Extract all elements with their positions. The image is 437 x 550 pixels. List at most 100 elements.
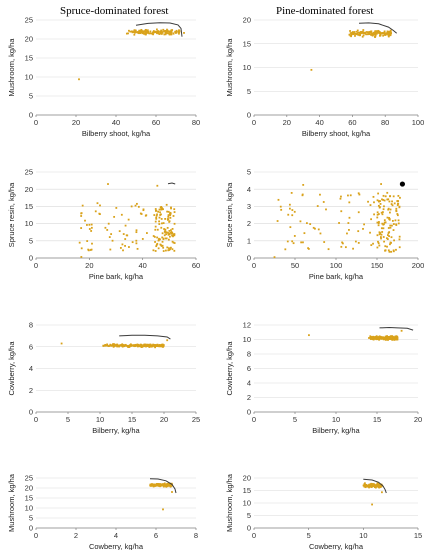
data-point	[376, 213, 379, 216]
data-point	[128, 29, 130, 32]
data-point	[80, 212, 83, 214]
data-point	[373, 483, 376, 486]
data-point	[114, 344, 117, 346]
data-point	[383, 205, 385, 208]
data-point	[339, 197, 342, 200]
data-point	[134, 31, 136, 34]
data-point	[368, 337, 370, 339]
data-point	[134, 29, 137, 32]
data-point	[167, 216, 170, 218]
x-tick-label: 20	[283, 118, 291, 127]
data-point	[169, 483, 172, 486]
data-point	[156, 32, 158, 35]
data-point	[171, 227, 174, 230]
data-point	[386, 216, 389, 219]
y-tick-label: 0	[29, 408, 33, 417]
data-point	[178, 30, 181, 33]
data-point	[387, 339, 389, 341]
data-point	[157, 247, 160, 250]
data-point	[140, 31, 143, 34]
data-point	[387, 234, 389, 236]
data-point	[167, 238, 170, 241]
data-point	[381, 198, 383, 201]
data-point	[341, 241, 344, 244]
chart-spruce-mushroom-bilberry: 0 5 10 15 20 25 0 20 40 60 80 Bilberry shoot, kg/ha…	[7, 16, 200, 138]
data-point	[166, 484, 169, 487]
data-point	[397, 202, 400, 205]
data-point	[370, 244, 373, 247]
data-point	[396, 213, 399, 215]
data-point	[372, 242, 374, 245]
data-point	[400, 329, 403, 332]
frontier-curve	[358, 22, 398, 34]
data-point	[164, 218, 167, 220]
data-point	[104, 344, 107, 347]
data-point	[153, 484, 156, 487]
data-point	[367, 31, 369, 34]
data-point	[284, 248, 287, 251]
data-point	[378, 484, 381, 487]
y-tick-label: 0	[247, 254, 251, 263]
data-point	[149, 30, 152, 33]
data-point	[124, 344, 127, 347]
data-point	[160, 29, 163, 32]
data-point	[382, 199, 385, 201]
data-point	[393, 339, 396, 341]
data-point	[376, 199, 379, 202]
data-point	[169, 212, 172, 215]
data-point	[369, 231, 371, 234]
data-point	[365, 485, 367, 487]
data-point	[380, 32, 383, 35]
data-point	[88, 223, 91, 226]
x-axis-label: Pine bark, kg/ha	[89, 272, 144, 281]
data-point	[389, 34, 392, 37]
data-point	[387, 35, 390, 38]
data-point	[357, 31, 360, 34]
data-point	[139, 212, 142, 215]
data-point	[382, 208, 385, 211]
data-point	[155, 245, 158, 248]
data-point	[302, 184, 305, 186]
data-point	[175, 29, 178, 32]
data-point	[158, 237, 160, 240]
data-point	[395, 338, 397, 341]
data-point	[127, 218, 130, 221]
data-point	[112, 344, 115, 347]
y-tick-label: 25	[25, 168, 33, 177]
data-point	[385, 338, 388, 341]
x-tick-label: 4	[114, 531, 118, 540]
data-point	[161, 240, 164, 243]
data-point	[162, 222, 165, 225]
data-point	[165, 233, 168, 236]
y-tick-label: 5	[247, 168, 251, 177]
data-point	[383, 32, 386, 35]
data-point	[383, 30, 386, 33]
y-tick-label: 2	[247, 393, 251, 402]
data-point	[159, 30, 162, 33]
data-point	[168, 249, 171, 251]
data-point	[388, 235, 390, 238]
data-point	[165, 203, 168, 206]
data-point	[168, 484, 170, 487]
data-point	[121, 243, 124, 246]
data-point	[389, 243, 391, 246]
data-point	[158, 216, 161, 219]
data-point	[166, 339, 169, 342]
data-point	[172, 32, 175, 35]
frontier-curve	[167, 182, 176, 185]
data-point	[91, 242, 93, 245]
data-point	[134, 344, 137, 347]
data-point	[159, 214, 162, 216]
data-point	[373, 484, 376, 487]
y-axis-label: Spruce resin, kg/ha	[7, 182, 16, 247]
data-point	[385, 32, 388, 35]
data-point	[387, 337, 390, 340]
data-point	[152, 30, 155, 32]
data-point	[350, 35, 352, 38]
frontier-curve	[379, 326, 414, 331]
data-point	[388, 200, 391, 203]
data-point	[289, 226, 292, 229]
data-point	[397, 222, 400, 225]
data-point	[390, 203, 393, 205]
chart-spruce-cowberry-bilberry: 0 2 4 6 8 0 5 10 15 20 25 Bilberry, kg/ha Cowberry, …	[7, 321, 200, 435]
